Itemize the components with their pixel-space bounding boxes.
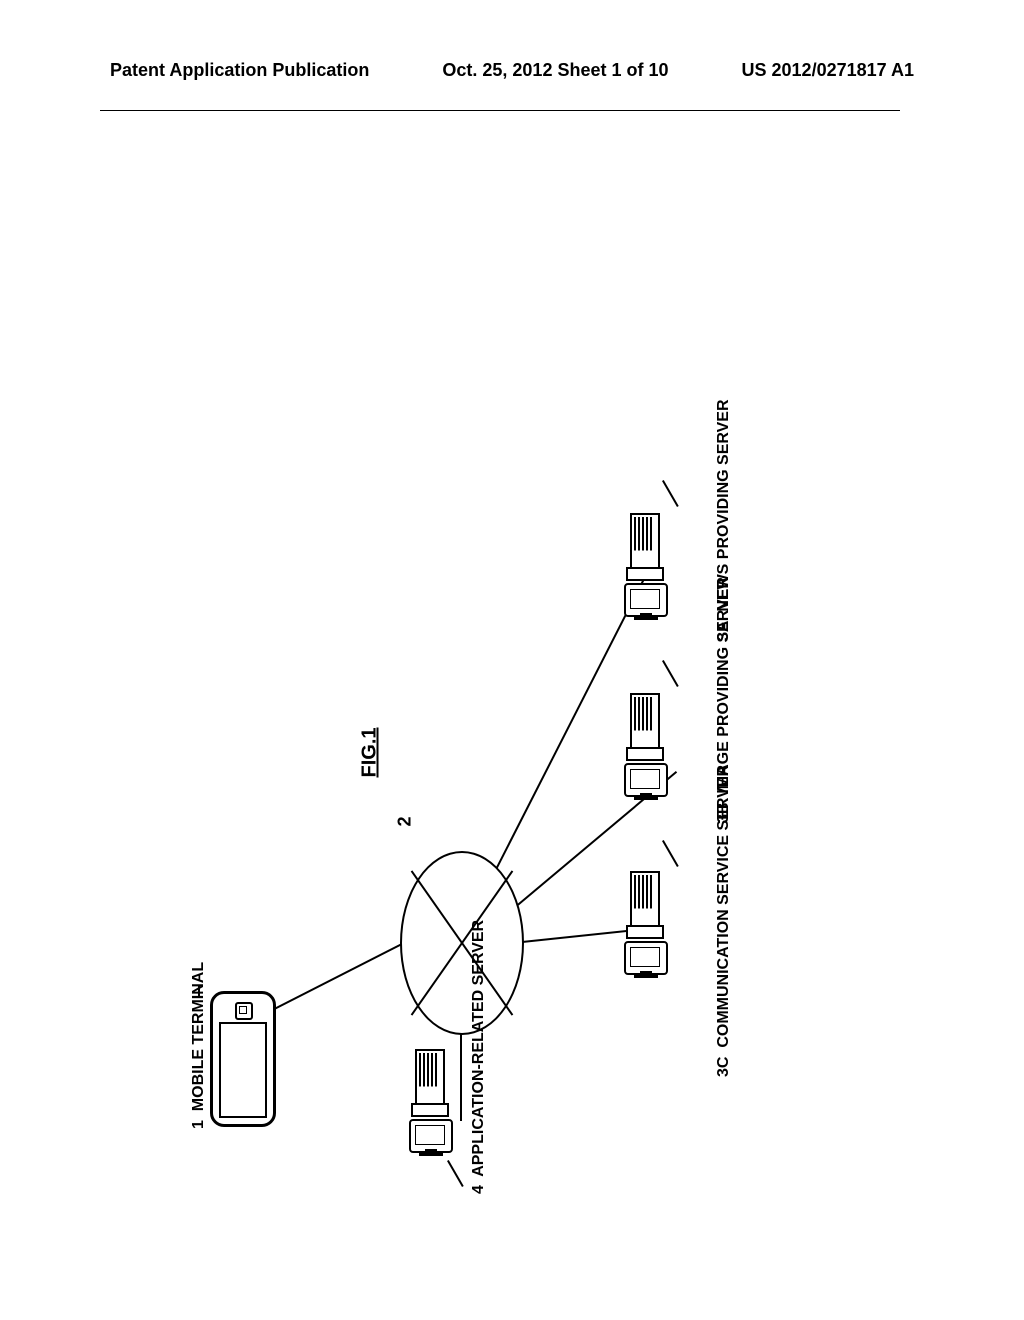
server-a-leader-line (662, 480, 679, 507)
server-d-label: 4 APPLICATION-RELATED SERVER (470, 920, 488, 1194)
header-center: Oct. 25, 2012 Sheet 1 of 10 (442, 60, 668, 81)
server-icon-comm (630, 871, 700, 981)
network-hub (400, 851, 524, 1035)
header-left: Patent Application Publication (110, 60, 369, 81)
mobile-terminal-label: 1 MOBILE TERMINAL (190, 962, 208, 1129)
server-c-label: 3C COMMUNICATION SERVICE SERVER (715, 765, 733, 1077)
diagram-canvas: 2 1 MOBILE TERMINAL 3A NEWS PROVIDING SE… (100, 111, 900, 1211)
mobile-screen-icon (219, 1022, 267, 1118)
figure-area: FIG.1 2 1 MOBILE TERMINAL (100, 110, 900, 1211)
server-icon-image (630, 693, 700, 803)
mobile-home-button-icon (235, 1002, 253, 1020)
server-d-ref: 4 (470, 1185, 487, 1194)
server-c-text: COMMUNICATION SERVICE SERVER (715, 765, 732, 1048)
server-icon-news (630, 513, 700, 623)
hub-ref-number: 2 (395, 816, 416, 826)
mobile-ref: 1 (190, 1120, 207, 1129)
server-c-leader-line (662, 840, 679, 867)
server-d-text: APPLICATION-RELATED SERVER (470, 920, 487, 1177)
mobile-terminal-icon (210, 991, 276, 1127)
server-d-leader-line (447, 1160, 464, 1187)
page-header: Patent Application Publication Oct. 25, … (0, 60, 1024, 81)
mobile-text: MOBILE TERMINAL (190, 962, 207, 1111)
server-b-text: IMAGE PROVIDING SERVER (715, 577, 732, 794)
header-right: US 2012/0271817 A1 (742, 60, 914, 81)
server-b-leader-line (662, 660, 679, 687)
server-c-ref: 3C (715, 1057, 732, 1077)
